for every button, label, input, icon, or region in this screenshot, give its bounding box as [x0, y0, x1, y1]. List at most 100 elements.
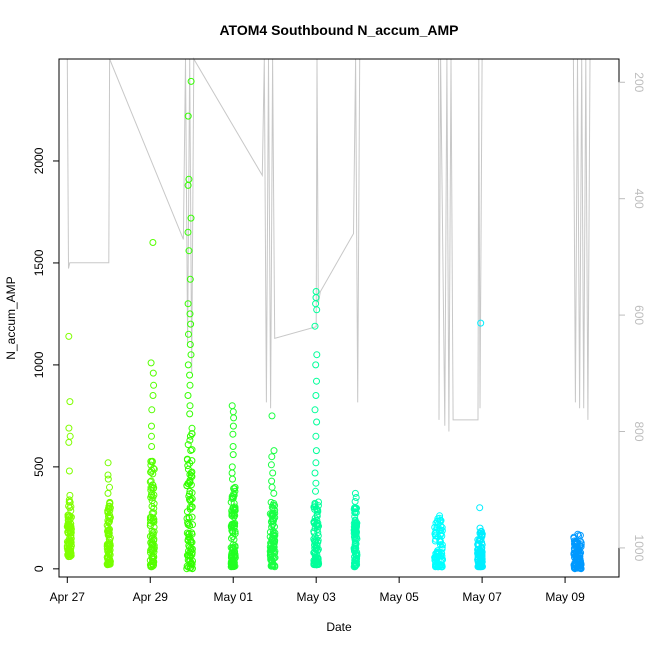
points-layer — [63, 77, 585, 573]
data-point — [432, 519, 440, 527]
data-point — [439, 556, 446, 564]
outlier-point — [351, 489, 359, 497]
data-point — [269, 562, 277, 570]
point-cluster — [183, 77, 196, 573]
data-point — [183, 456, 191, 464]
y2-tick-label: 1000 — [632, 535, 646, 562]
outlier-point — [229, 451, 237, 459]
data-point — [188, 446, 196, 454]
x-axis-label: Date — [326, 620, 352, 634]
data-point — [311, 548, 319, 556]
data-point — [188, 503, 196, 511]
data-point — [186, 487, 194, 495]
outlier-point — [574, 530, 582, 538]
data-point — [311, 537, 318, 545]
data-point — [268, 516, 276, 524]
outlier-point — [351, 498, 359, 505]
outlier-point — [65, 438, 73, 446]
data-point — [231, 487, 239, 495]
outlier-point — [65, 332, 73, 340]
data-point — [271, 506, 279, 514]
outlier-point — [229, 443, 237, 450]
outlier-point — [313, 377, 320, 385]
y-axis: 0 500 1000 1500 2000 — [32, 147, 60, 572]
outlier-point — [230, 414, 238, 422]
outlier-point — [229, 422, 237, 430]
outlier-point — [312, 459, 320, 467]
data-point — [310, 503, 318, 511]
outlier-point — [106, 483, 113, 491]
y2-tick-label: 600 — [632, 305, 646, 325]
x-axis: Apr 27 Apr 29 May 01 May 03 May 05 May 07 May … — [50, 576, 585, 604]
data-point — [477, 528, 485, 536]
outlier-point — [312, 447, 320, 455]
data-point — [438, 545, 446, 553]
data-point — [106, 499, 114, 507]
secondary-y-axis: 200 400 600 800 1000 — [618, 72, 646, 562]
data-point — [230, 545, 238, 553]
data-point — [351, 508, 359, 516]
data-point — [314, 508, 322, 516]
data-point — [187, 481, 195, 489]
data-point — [577, 565, 585, 573]
data-point — [105, 511, 113, 519]
outlier-point — [184, 112, 192, 120]
data-point — [476, 557, 484, 565]
outlier-point — [311, 322, 319, 330]
point-cluster — [63, 332, 75, 561]
data-point — [65, 535, 73, 543]
outlier-point — [229, 408, 237, 416]
data-point — [315, 560, 323, 567]
outlier-point — [187, 320, 195, 328]
outlier-point — [66, 491, 74, 499]
data-point — [270, 531, 277, 539]
outlier-point — [312, 300, 320, 308]
outlier-point — [104, 489, 112, 497]
data-point — [229, 557, 237, 565]
data-point — [186, 552, 194, 560]
outlier-point — [148, 406, 156, 414]
data-point — [185, 547, 192, 555]
data-point — [313, 512, 321, 520]
data-point — [150, 509, 158, 517]
data-point — [183, 529, 191, 537]
outlier-point — [148, 422, 155, 430]
data-point — [103, 542, 111, 550]
data-point — [574, 539, 582, 547]
point-cluster — [266, 412, 279, 571]
data-point — [351, 525, 359, 533]
data-point — [188, 430, 196, 438]
data-point — [573, 546, 581, 553]
data-point — [186, 557, 194, 565]
data-point — [147, 493, 155, 501]
data-point — [67, 513, 75, 521]
outlier-point — [312, 432, 320, 440]
outlier-point — [187, 214, 195, 222]
outlier-point — [312, 392, 320, 399]
data-point — [67, 529, 75, 537]
outlier-point — [313, 351, 321, 359]
data-point — [271, 554, 279, 562]
data-point — [575, 545, 583, 553]
data-point — [186, 436, 194, 444]
data-point — [188, 473, 196, 481]
x-tick-label: May 03 — [297, 590, 337, 604]
data-point — [351, 513, 359, 521]
data-point — [186, 496, 193, 503]
data-point — [148, 466, 156, 474]
outlier-point — [270, 447, 278, 455]
data-point — [315, 498, 322, 506]
y-tick-label: 0 — [32, 565, 46, 572]
data-point — [478, 539, 486, 547]
data-point — [150, 500, 158, 508]
data-point — [146, 519, 154, 527]
plot-frame — [58, 58, 620, 578]
outlier-point — [270, 489, 278, 497]
outlier-point — [149, 392, 157, 399]
outlier-point — [184, 300, 192, 308]
data-point — [149, 531, 157, 539]
outlier-point — [268, 453, 276, 461]
outlier-point — [184, 361, 192, 369]
data-point — [183, 565, 191, 573]
y-axis-label: N_accum_AMP — [4, 276, 18, 359]
